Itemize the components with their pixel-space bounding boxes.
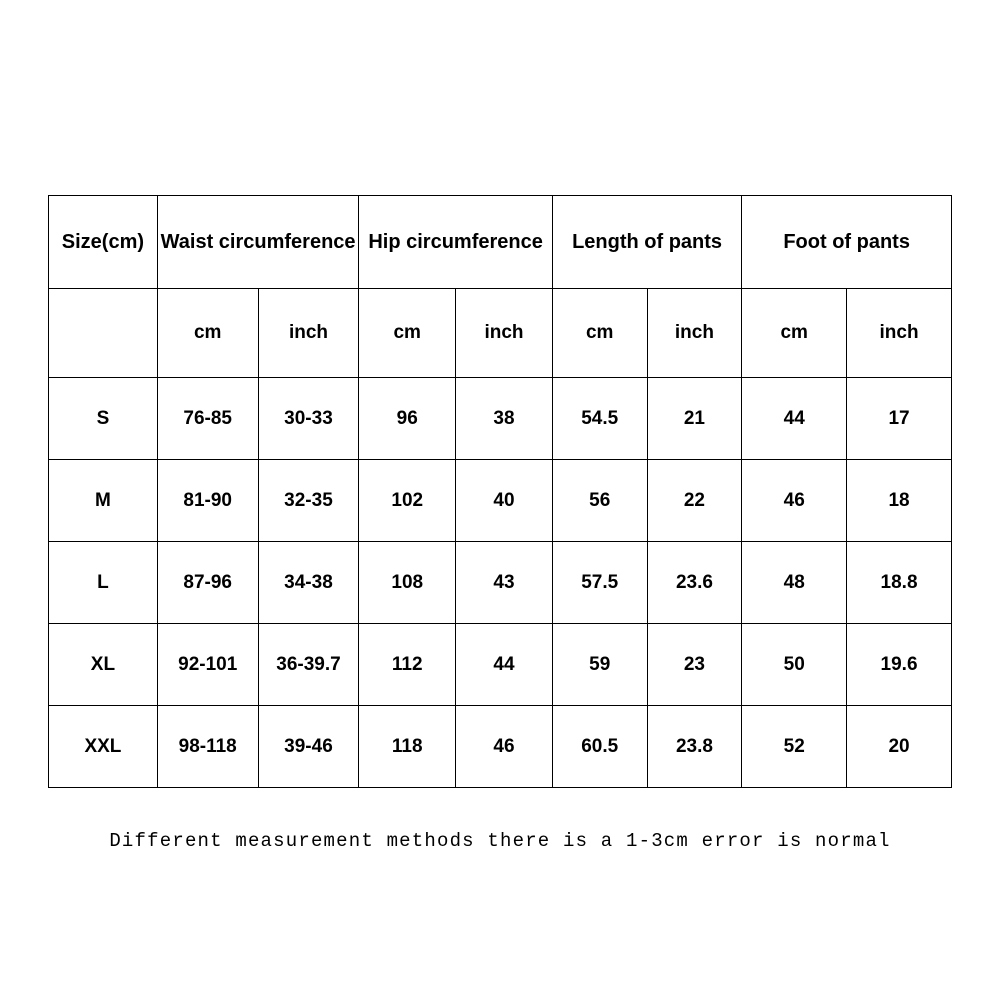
measurement-footnote: Different measurement methods there is a…	[0, 830, 1000, 852]
cell-hip-in: 38	[456, 378, 553, 460]
col-size-header: Size(cm)	[49, 196, 158, 289]
table-row: M 81-90 32-35 102 40 56 22 46 18	[49, 460, 952, 542]
cell-waist-cm: 76-85	[157, 378, 258, 460]
cell-size: S	[49, 378, 158, 460]
cell-len-cm: 56	[552, 460, 647, 542]
table-row: S 76-85 30-33 96 38 54.5 21 44 17	[49, 378, 952, 460]
cell-len-cm: 59	[552, 624, 647, 706]
col-hip-header: Hip circumference	[359, 196, 552, 289]
cell-foot-cm: 50	[742, 624, 847, 706]
cell-len-in: 23	[647, 624, 742, 706]
cell-waist-cm: 87-96	[157, 542, 258, 624]
cell-foot-cm: 44	[742, 378, 847, 460]
cell-hip-cm: 108	[359, 542, 456, 624]
cell-len-in: 23.6	[647, 542, 742, 624]
cell-foot-in: 19.6	[847, 624, 952, 706]
table-row: XL 92-101 36-39.7 112 44 59 23 50 19.6	[49, 624, 952, 706]
cell-waist-cm: 92-101	[157, 624, 258, 706]
cell-foot-in: 18.8	[847, 542, 952, 624]
cell-waist-in: 36-39.7	[258, 624, 359, 706]
col-length-header: Length of pants	[552, 196, 741, 289]
hip-unit-inch: inch	[456, 289, 553, 378]
waist-unit-inch: inch	[258, 289, 359, 378]
cell-hip-cm: 118	[359, 706, 456, 788]
cell-waist-cm: 81-90	[157, 460, 258, 542]
cell-hip-cm: 102	[359, 460, 456, 542]
cell-hip-in: 43	[456, 542, 553, 624]
cell-hip-cm: 96	[359, 378, 456, 460]
len-unit-inch: inch	[647, 289, 742, 378]
col-waist-header: Waist circumference	[157, 196, 359, 289]
cell-size: L	[49, 542, 158, 624]
cell-size: XXL	[49, 706, 158, 788]
cell-foot-cm: 52	[742, 706, 847, 788]
cell-len-cm: 60.5	[552, 706, 647, 788]
foot-unit-inch: inch	[847, 289, 952, 378]
cell-foot-cm: 48	[742, 542, 847, 624]
cell-waist-in: 34-38	[258, 542, 359, 624]
table-row: XXL 98-118 39-46 118 46 60.5 23.8 52 20	[49, 706, 952, 788]
cell-len-cm: 54.5	[552, 378, 647, 460]
header-row-units: cm inch cm inch cm inch cm inch	[49, 289, 952, 378]
cell-size: XL	[49, 624, 158, 706]
cell-len-in: 21	[647, 378, 742, 460]
cell-waist-in: 39-46	[258, 706, 359, 788]
cell-foot-in: 18	[847, 460, 952, 542]
table-row: L 87-96 34-38 108 43 57.5 23.6 48 18.8	[49, 542, 952, 624]
hip-unit-cm: cm	[359, 289, 456, 378]
cell-foot-in: 17	[847, 378, 952, 460]
cell-waist-in: 30-33	[258, 378, 359, 460]
cell-waist-in: 32-35	[258, 460, 359, 542]
cell-len-in: 23.8	[647, 706, 742, 788]
waist-unit-cm: cm	[157, 289, 258, 378]
cell-foot-cm: 46	[742, 460, 847, 542]
cell-hip-in: 40	[456, 460, 553, 542]
cell-hip-in: 46	[456, 706, 553, 788]
col-foot-header: Foot of pants	[742, 196, 952, 289]
cell-len-in: 22	[647, 460, 742, 542]
units-blank	[49, 289, 158, 378]
header-row-groups: Size(cm) Waist circumference Hip circumf…	[49, 196, 952, 289]
cell-foot-in: 20	[847, 706, 952, 788]
cell-hip-in: 44	[456, 624, 553, 706]
cell-len-cm: 57.5	[552, 542, 647, 624]
cell-size: M	[49, 460, 158, 542]
foot-unit-cm: cm	[742, 289, 847, 378]
cell-hip-cm: 112	[359, 624, 456, 706]
len-unit-cm: cm	[552, 289, 647, 378]
size-chart-table: Size(cm) Waist circumference Hip circumf…	[48, 195, 952, 788]
cell-waist-cm: 98-118	[157, 706, 258, 788]
size-chart-container: Size(cm) Waist circumference Hip circumf…	[48, 195, 952, 788]
